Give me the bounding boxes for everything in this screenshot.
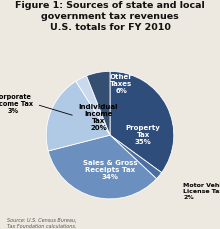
Wedge shape <box>110 71 174 173</box>
Text: Corporate
Income Tax
3%: Corporate Income Tax 3% <box>0 95 34 114</box>
Text: Source: U.S. Census Bureau,
Tax Foundation calculations.: Source: U.S. Census Bureau, Tax Foundati… <box>7 218 76 229</box>
Wedge shape <box>46 81 110 151</box>
Text: Other
Taxes
6%: Other Taxes 6% <box>110 74 133 94</box>
Wedge shape <box>76 76 110 135</box>
Text: Figure 1: Sources of state and local
government tax revenues
U.S. totals for FY : Figure 1: Sources of state and local gov… <box>15 1 205 32</box>
Text: Sales & Gross
Receipts Tax
34%: Sales & Gross Receipts Tax 34% <box>83 160 137 180</box>
Wedge shape <box>48 135 156 199</box>
Text: Motor Vehicle
License Taxes
2%: Motor Vehicle License Taxes 2% <box>183 183 220 199</box>
Text: Individual
Income
Tax
20%: Individual Income Tax 20% <box>79 104 118 131</box>
Text: Property
Tax
35%: Property Tax 35% <box>126 125 161 145</box>
Wedge shape <box>86 71 110 135</box>
Wedge shape <box>110 135 162 179</box>
